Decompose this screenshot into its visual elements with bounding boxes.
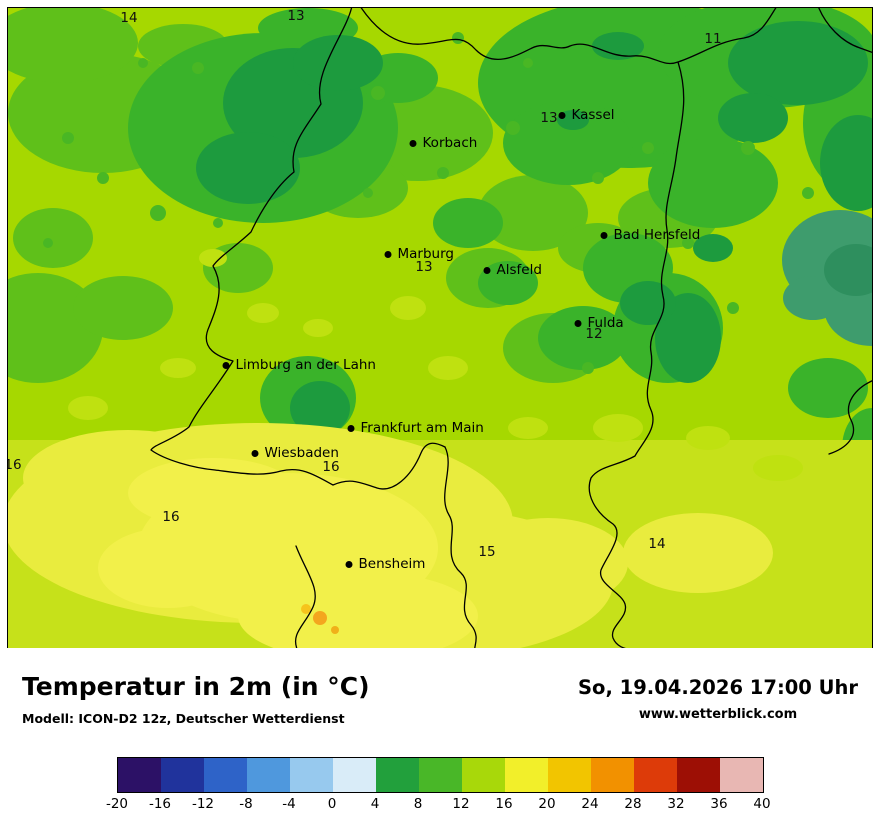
colorbar-tick-label: 24 [581, 796, 599, 812]
temp-value-label: 13 [540, 110, 558, 126]
colorbar-segment [118, 758, 161, 792]
temperature-field [8, 8, 872, 648]
colorbar-tick-label: 32 [667, 796, 685, 812]
city-dot [558, 111, 566, 119]
city-dot [409, 139, 417, 147]
colorbar-tick-label: 20 [538, 796, 556, 812]
city-label: Frankfurt am Main [360, 420, 484, 436]
city-marker-alsfeld: Alsfeld [483, 262, 542, 278]
colorbar-tick-label: 12 [452, 796, 470, 812]
colorbar-segment [548, 758, 591, 792]
colorbar-segment [677, 758, 720, 792]
colorbar-tick-label: 4 [370, 796, 380, 812]
colorbar-tick-label: -8 [239, 796, 253, 812]
map-title: Temperatur in 2m (in °C) [22, 672, 370, 701]
temp-value-label: 15 [478, 544, 496, 560]
colorbar-segment [591, 758, 634, 792]
city-dot [574, 319, 582, 327]
city-label: Bensheim [358, 556, 426, 572]
temperature-map-svg [8, 8, 872, 648]
colorbar-ticks: -20 -16 -12 -8 -4 0 4 8 12 16 20 24 28 32 36 40 [106, 796, 771, 814]
colorbar-tick-label: 8 [413, 796, 423, 812]
temp-value-label: 16 [322, 459, 340, 475]
colorbar-segment [462, 758, 505, 792]
footer: Temperatur in 2m (in °C) So, 19.04.2026 … [0, 648, 880, 830]
city-label: Bad Hersfeld [613, 227, 701, 243]
colorbar-tick-label: 40 [753, 796, 771, 812]
temp-value-label: 14 [120, 10, 138, 26]
city-dot [347, 424, 355, 432]
temp-value-label: 12 [585, 326, 603, 342]
city-marker-korbach: Korbach [409, 135, 478, 151]
colorbar-segment [376, 758, 419, 792]
city-marker-wiesbaden: Wiesbaden [251, 445, 339, 461]
temp-value-label: 13 [287, 8, 305, 24]
map-datetime: So, 19.04.2026 17:00 Uhr [578, 676, 858, 699]
city-label: Korbach [422, 135, 478, 151]
city-dot [222, 361, 230, 369]
temperature-map: Korbach Kassel Bad Hersfeld Marburg Alsfeld F… [7, 7, 873, 649]
website-text: www.wetterblick.com [638, 707, 798, 722]
colorbar-tick-label: 36 [710, 796, 728, 812]
city-marker-frankfurt-am-main: Frankfurt am Main [347, 420, 484, 436]
colorbar-tick-label: 0 [327, 796, 337, 812]
city-dot [483, 266, 491, 274]
city-label: Kassel [571, 107, 615, 123]
colorbar-segment [634, 758, 677, 792]
colorbar-tick-label: -20 [105, 796, 129, 812]
city-label: Fulda [587, 315, 624, 331]
colorbar-segment [720, 758, 763, 792]
colorbar-segment [333, 758, 376, 792]
colorbar-tick-label: -16 [148, 796, 172, 812]
city-marker-bensheim: Bensheim [345, 556, 426, 572]
colorbar [117, 757, 764, 793]
state-borders [150, 8, 872, 648]
city-marker-marburg: Marburg [384, 246, 454, 262]
city-marker-fulda: Fulda [574, 315, 624, 331]
colorbar-segment [419, 758, 462, 792]
colorbar-segment [505, 758, 548, 792]
city-marker-kassel: Kassel [558, 107, 615, 123]
city-marker-bad-hersfeld: Bad Hersfeld [600, 227, 701, 243]
temp-value-label: 11 [704, 31, 722, 47]
colorbar-segment [247, 758, 290, 792]
city-label: Marburg [397, 246, 454, 262]
city-dot [384, 250, 392, 258]
map-overlay: Korbach Kassel Bad Hersfeld Marburg Alsfeld F… [8, 8, 872, 648]
city-marker-limburg-an-der-lahn: Limburg an der Lahn [222, 357, 376, 373]
city-dot [251, 449, 259, 457]
colorbar-segment [290, 758, 333, 792]
colorbar-tick-label: 28 [624, 796, 642, 812]
city-label: Limburg an der Lahn [235, 357, 376, 373]
city-dot [345, 560, 353, 568]
temp-value-label: 13 [415, 259, 433, 275]
model-info: Modell: ICON-D2 12z, Deutscher Wetterdie… [22, 711, 345, 726]
temp-value-label: 14 [648, 536, 666, 552]
datetime-block: So, 19.04.2026 17:00 Uhr www.wetterblick… [578, 676, 858, 722]
colorbar-tick-label: 16 [495, 796, 513, 812]
colorbar-tick-label: -12 [191, 796, 215, 812]
city-label: Alsfeld [496, 262, 542, 278]
temp-value-label: 16 [162, 509, 180, 525]
colorbar-segment [161, 758, 204, 792]
colorbar-tick-label: -4 [282, 796, 296, 812]
temp-value-label: 16 [8, 457, 22, 473]
colorbar-segment [204, 758, 247, 792]
city-dot [600, 231, 608, 239]
city-label: Wiesbaden [264, 445, 339, 461]
